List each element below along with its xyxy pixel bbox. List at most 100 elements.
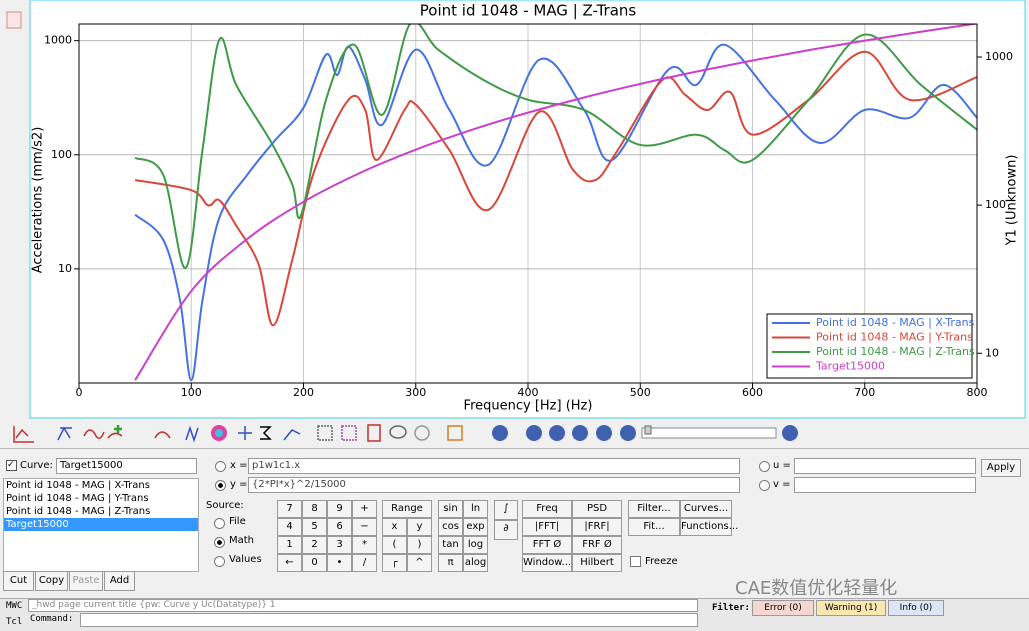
function-button[interactable]: ┌ (382, 554, 407, 572)
tool-icon[interactable] (283, 429, 301, 441)
y-radio[interactable] (215, 480, 226, 491)
curve-button[interactable]: Copy (35, 571, 68, 591)
u-radio[interactable] (759, 461, 770, 472)
tool-icon[interactable] (526, 425, 542, 441)
v-radio[interactable] (759, 480, 770, 491)
keypad-button[interactable]: * (352, 536, 377, 554)
curve-button[interactable]: Cut (3, 571, 34, 591)
math-button[interactable]: cos (438, 518, 463, 536)
x-input[interactable]: p1w1c1.x (248, 458, 740, 474)
transform-button[interactable]: |FRF| (572, 518, 622, 536)
x-radio[interactable] (215, 461, 226, 472)
tool-icon[interactable] (389, 425, 407, 439)
tool-icon[interactable] (57, 426, 72, 441)
tool-icon[interactable] (107, 432, 123, 439)
integral-button[interactable]: ∫ (494, 500, 518, 520)
curve-button[interactable]: Paste (69, 571, 103, 591)
v-input[interactable] (794, 477, 976, 493)
function-button[interactable]: ^ (407, 554, 432, 572)
slider-thumb[interactable] (644, 425, 652, 435)
u-input[interactable] (794, 458, 976, 474)
error-filter[interactable]: Error (0) (752, 600, 814, 616)
tool-icon[interactable] (114, 425, 122, 433)
freeze-checkbox[interactable] (630, 556, 641, 567)
keypad-button[interactable]: 0 (302, 554, 327, 572)
tool-icon[interactable] (185, 425, 199, 443)
transform-button[interactable]: Window... (522, 554, 572, 572)
transform-button[interactable]: Freq (522, 500, 572, 518)
function-button[interactable]: x (382, 518, 407, 536)
curve-button[interactable]: Add (104, 571, 135, 591)
curve-list-item[interactable]: Target15000 (4, 518, 198, 531)
function-button[interactable]: y (407, 518, 432, 536)
curve-name-input[interactable]: Target15000 (56, 458, 197, 474)
math-button[interactable]: exp (463, 518, 488, 536)
transform-button[interactable]: FRF Ø (572, 536, 622, 554)
function-button[interactable]: ) (407, 536, 432, 554)
math-button[interactable]: tan (438, 536, 463, 554)
apply-button[interactable]: Apply (981, 459, 1021, 477)
transform-button[interactable]: FFT Ø (522, 536, 572, 554)
math-button[interactable]: alog (463, 554, 488, 572)
tool-button[interactable]: Fit... (628, 518, 680, 536)
math-button[interactable]: ln (463, 500, 488, 518)
tool-icon[interactable] (572, 425, 588, 441)
curve-checkbox[interactable]: ✓ (6, 460, 17, 471)
tool-icon[interactable] (341, 425, 357, 441)
tool-icon[interactable] (414, 425, 430, 441)
slider[interactable] (641, 427, 777, 439)
keypad-button[interactable]: 5 (302, 518, 327, 536)
warning-filter[interactable]: Warning (1) (816, 600, 886, 616)
y-input[interactable]: {2*PI*x}^2/15000 (248, 477, 740, 493)
tool-icon[interactable] (596, 425, 612, 441)
tool-icon[interactable] (238, 426, 252, 440)
transform-button[interactable]: |FFT| (522, 518, 572, 536)
tool-icon[interactable] (260, 426, 272, 440)
tool-button[interactable]: Filter... (628, 500, 680, 518)
math-button[interactable]: π (438, 554, 463, 572)
source-radio[interactable] (214, 537, 225, 548)
function-button[interactable]: Range (382, 500, 432, 518)
tool-icon[interactable] (215, 429, 223, 437)
transform-button[interactable]: PSD (572, 500, 622, 518)
command-input[interactable] (80, 613, 698, 627)
window-icon[interactable] (6, 11, 22, 29)
function-button[interactable]: ( (382, 536, 407, 554)
tool-icon[interactable] (317, 425, 333, 441)
tool-icon[interactable] (549, 425, 565, 441)
math-button[interactable]: log (463, 536, 488, 554)
keypad-button[interactable]: 8 (302, 500, 327, 518)
keypad-button[interactable]: 1 (277, 536, 302, 554)
info-filter[interactable]: Info (0) (888, 600, 944, 616)
tool-icon[interactable] (782, 425, 798, 441)
tool-icon[interactable] (83, 429, 105, 439)
keypad-button[interactable]: 3 (327, 536, 352, 554)
keypad-button[interactable]: • (327, 554, 352, 572)
tool-icon[interactable] (492, 425, 508, 441)
tool-icon[interactable] (154, 431, 171, 439)
tool-icon[interactable] (13, 426, 34, 443)
keypad-button[interactable]: + (352, 500, 377, 518)
keypad-button[interactable]: 2 (302, 536, 327, 554)
keypad-button[interactable]: ← (277, 554, 302, 572)
tool-button[interactable]: Curves... (680, 500, 732, 518)
derivative-button[interactable]: ∂ (494, 520, 518, 540)
keypad-button[interactable]: 6 (327, 518, 352, 536)
curve-list-item[interactable]: Point id 1048 - MAG | Y-Trans (6, 493, 149, 504)
tool-icon[interactable] (620, 425, 636, 441)
keypad-button[interactable]: 4 (277, 518, 302, 536)
keypad-button[interactable]: − (352, 518, 377, 536)
math-button[interactable]: sin (438, 500, 463, 518)
tool-button[interactable]: Functions... (680, 518, 738, 536)
keypad-button[interactable]: 7 (277, 500, 302, 518)
source-label: Source: (206, 500, 244, 511)
source-radio[interactable] (214, 556, 225, 567)
transform-button[interactable]: Hilbert (572, 554, 622, 572)
curve-list-item[interactable]: Point id 1048 - MAG | Z-Trans (6, 506, 151, 517)
keypad-button[interactable]: / (352, 554, 377, 572)
tool-icon[interactable] (367, 424, 381, 442)
source-radio[interactable] (214, 518, 225, 529)
tool-icon[interactable] (447, 425, 463, 441)
curve-list-item[interactable]: Point id 1048 - MAG | X-Trans (6, 480, 150, 491)
keypad-button[interactable]: 9 (327, 500, 352, 518)
